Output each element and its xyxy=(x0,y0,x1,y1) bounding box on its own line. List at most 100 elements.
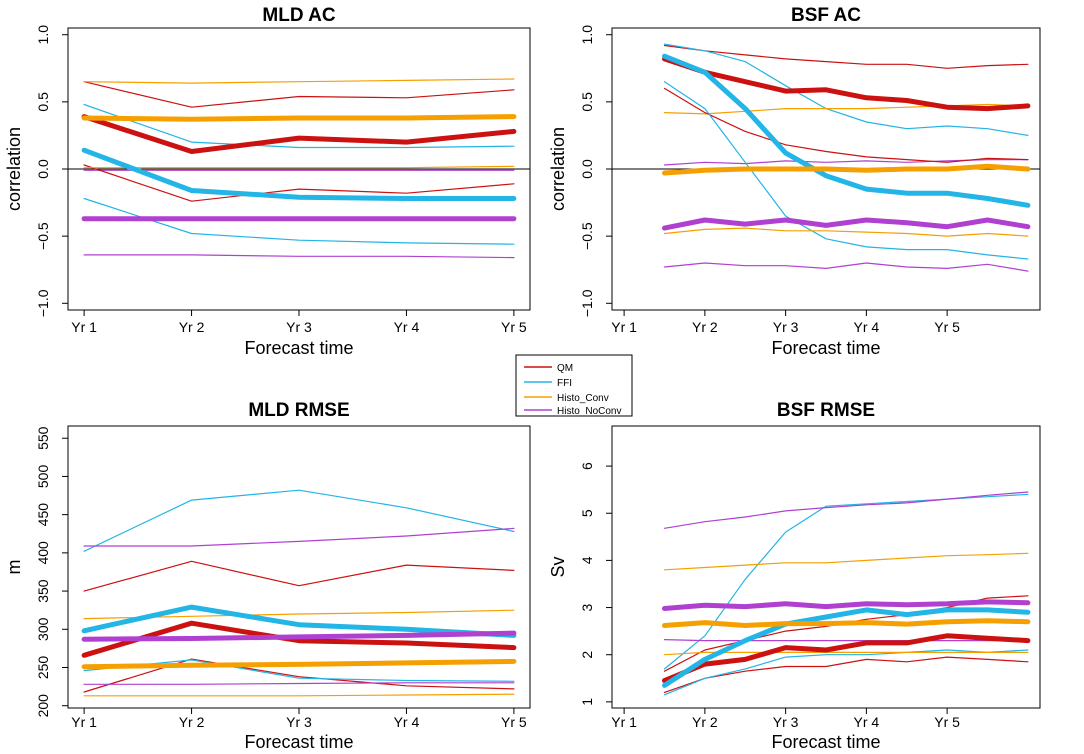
x-tick-label: Yr 3 xyxy=(773,319,799,335)
series-histo-conv-mean xyxy=(81,114,517,122)
series-ffi-lower xyxy=(83,197,515,245)
series-histo-conv-mean xyxy=(662,618,1031,628)
y-tick-label: 500 xyxy=(35,465,51,489)
y-axis-label: m xyxy=(4,560,24,575)
x-tick-label: Yr 1 xyxy=(71,319,97,335)
series-histo-noconv-mean xyxy=(662,599,1031,611)
x-tick-label: Yr 4 xyxy=(394,714,420,730)
y-tick-label: 1 xyxy=(579,698,595,706)
x-tick-label: Yr 4 xyxy=(394,319,420,335)
series-histo-noconv-mean xyxy=(81,630,517,642)
y-axis-label: correlation xyxy=(548,127,568,211)
chart-title: BSF AC xyxy=(791,5,861,26)
y-tick-label: 0.5 xyxy=(35,92,51,112)
y-tick-label: 400 xyxy=(35,541,51,565)
legend-label-ffi: FFI xyxy=(557,378,572,389)
series-ffi-mean xyxy=(662,53,1031,208)
chart-title: BSF RMSE xyxy=(777,400,875,421)
series-ffi-upper xyxy=(83,103,515,149)
series-histo-conv-upper xyxy=(663,552,1029,571)
chart-panel-bsf-rmse: Yr 1 Yr 2 Yr 3 Yr 4 Yr 5 1 2 3 4 5 6 BSF RMSE Foreca… xyxy=(548,400,1041,752)
series-qm-lower xyxy=(663,87,1029,163)
series-ffi-upper xyxy=(663,43,1029,136)
y-tick-label: 5 xyxy=(579,509,595,517)
y-tick-label: 0.5 xyxy=(579,92,595,112)
series-qm-mean xyxy=(662,56,1031,112)
series-histo-noconv-lower xyxy=(83,682,515,685)
series-ffi-mean xyxy=(662,607,1031,688)
series-ffi-lower xyxy=(663,81,1029,260)
series-qm-mean xyxy=(81,620,517,658)
series-ffi-upper xyxy=(83,489,515,552)
x-tick-label: Yr 5 xyxy=(501,319,527,335)
series-histo-noconv-lower xyxy=(663,638,1029,642)
y-tick-label: −1.0 xyxy=(579,289,595,317)
series-histo-noconv-lower xyxy=(83,254,515,259)
series-histo-conv-lower xyxy=(663,227,1029,237)
series-qm-lower xyxy=(83,658,515,693)
series-histo-noconv-upper xyxy=(663,491,1029,529)
chart-panel-mld-ac: Yr 1 Yr 2 Yr 3 Yr 4 Yr 5 −1.0 −0.5 0.0 0.5 1.0 MLD… xyxy=(4,5,531,358)
x-tick-label: Yr 5 xyxy=(934,319,960,335)
series-qm-mean xyxy=(662,633,1031,684)
y-tick-label: 1.0 xyxy=(35,25,51,45)
series-histo-noconv-lower xyxy=(663,262,1029,272)
x-axis-label: Forecast time xyxy=(244,338,353,358)
x-tick-label: Yr 1 xyxy=(611,714,637,730)
y-tick-label: 350 xyxy=(35,579,51,603)
chart-title: MLD AC xyxy=(262,5,335,26)
series-ffi-lower xyxy=(663,649,1029,696)
y-tick-label: 550 xyxy=(35,426,51,450)
x-tick-label: Yr 5 xyxy=(934,714,960,730)
legend-label-histo-noconv: Histo_NoConv xyxy=(557,406,621,417)
chart-title: MLD RMSE xyxy=(248,400,349,421)
series-qm-lower xyxy=(83,164,515,202)
series-histo-noconv-mean xyxy=(662,217,1031,231)
y-tick-label: 0.0 xyxy=(579,159,595,179)
plot-frame xyxy=(611,425,1041,709)
series-qm-upper xyxy=(83,560,515,592)
chart-panel-mld-rmse: Yr 1 Yr 2 Yr 3 Yr 4 Yr 5 200 250 300 350 400 450 50… xyxy=(4,400,531,752)
chart-panel-bsf-ac: Yr 1 Yr 2 Yr 3 Yr 4 Yr 5 −1.0 −0.5 0.0 0.5 1.0 BSF… xyxy=(548,5,1041,358)
series-qm-lower xyxy=(663,656,1029,694)
y-tick-label: 1.0 xyxy=(579,25,595,45)
series-qm-upper xyxy=(663,44,1029,69)
x-tick-label: Yr 1 xyxy=(71,714,97,730)
y-tick-label: 4 xyxy=(579,556,595,564)
x-tick-label: Yr 2 xyxy=(692,319,718,335)
x-tick-label: Yr 3 xyxy=(286,714,312,730)
series-histo-conv-upper xyxy=(83,78,515,84)
y-tick-label: −0.5 xyxy=(35,222,51,250)
series-histo-conv-mean xyxy=(662,163,1031,176)
x-tick-label: Yr 2 xyxy=(179,714,205,730)
series-ffi-mean xyxy=(81,604,517,638)
x-tick-label: Yr 3 xyxy=(286,319,312,335)
x-tick-label: Yr 2 xyxy=(692,714,718,730)
x-axis-label: Forecast time xyxy=(244,732,353,752)
series-histo-conv-mean xyxy=(81,658,517,670)
x-tick-label: Yr 4 xyxy=(854,319,880,335)
y-axis-label: Sv xyxy=(548,556,568,577)
y-tick-label: −0.5 xyxy=(579,222,595,250)
y-tick-label: 200 xyxy=(35,694,51,718)
series-histo-noconv-upper xyxy=(83,527,515,547)
series-qm-upper xyxy=(83,81,515,108)
y-tick-label: 3 xyxy=(579,603,595,611)
y-tick-label: 300 xyxy=(35,617,51,641)
y-tick-label: 450 xyxy=(35,503,51,527)
x-axis-label: Forecast time xyxy=(771,732,880,752)
y-tick-label: 6 xyxy=(579,462,595,470)
x-tick-label: Yr 1 xyxy=(611,319,637,335)
series-histo-conv-lower xyxy=(83,693,515,697)
x-tick-label: Yr 5 xyxy=(501,714,527,730)
y-tick-label: 2 xyxy=(579,651,595,659)
x-tick-label: Yr 3 xyxy=(773,714,799,730)
x-tick-label: Yr 4 xyxy=(854,714,880,730)
series-histo-noconv-upper xyxy=(663,159,1029,166)
x-tick-label: Yr 2 xyxy=(179,319,205,335)
legend: QM FFI Histo_Conv Histo_NoConv xyxy=(515,354,633,417)
y-tick-label: 250 xyxy=(35,656,51,680)
y-tick-label: 0.0 xyxy=(35,159,51,179)
series-qm-mean xyxy=(81,114,517,154)
series-histo-conv-upper xyxy=(663,103,1029,115)
